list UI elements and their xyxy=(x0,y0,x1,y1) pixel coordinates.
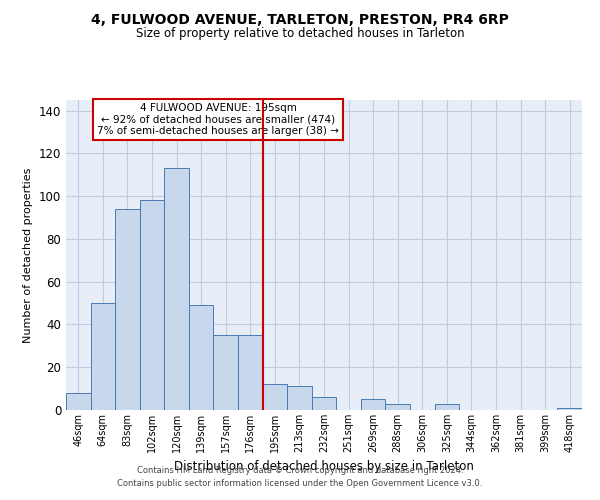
Bar xyxy=(140,200,164,410)
Text: Size of property relative to detached houses in Tarleton: Size of property relative to detached ho… xyxy=(136,28,464,40)
Bar xyxy=(312,397,336,410)
Text: 4, FULWOOD AVENUE, TARLETON, PRESTON, PR4 6RP: 4, FULWOOD AVENUE, TARLETON, PRESTON, PR… xyxy=(91,12,509,26)
Bar xyxy=(361,400,385,410)
Bar xyxy=(287,386,312,410)
X-axis label: Distribution of detached houses by size in Tarleton: Distribution of detached houses by size … xyxy=(174,460,474,473)
Bar xyxy=(214,335,238,410)
Bar xyxy=(189,305,214,410)
Bar xyxy=(115,209,140,410)
Bar xyxy=(385,404,410,410)
Text: 4 FULWOOD AVENUE: 195sqm
← 92% of detached houses are smaller (474)
7% of semi-d: 4 FULWOOD AVENUE: 195sqm ← 92% of detach… xyxy=(97,103,339,136)
Y-axis label: Number of detached properties: Number of detached properties xyxy=(23,168,33,342)
Bar xyxy=(66,393,91,410)
Text: Contains HM Land Registry data © Crown copyright and database right 2024.: Contains HM Land Registry data © Crown c… xyxy=(137,466,463,475)
Text: Contains public sector information licensed under the Open Government Licence v3: Contains public sector information licen… xyxy=(118,478,482,488)
Bar xyxy=(238,335,263,410)
Bar xyxy=(91,303,115,410)
Bar xyxy=(164,168,189,410)
Bar xyxy=(263,384,287,410)
Bar xyxy=(434,404,459,410)
Bar xyxy=(557,408,582,410)
